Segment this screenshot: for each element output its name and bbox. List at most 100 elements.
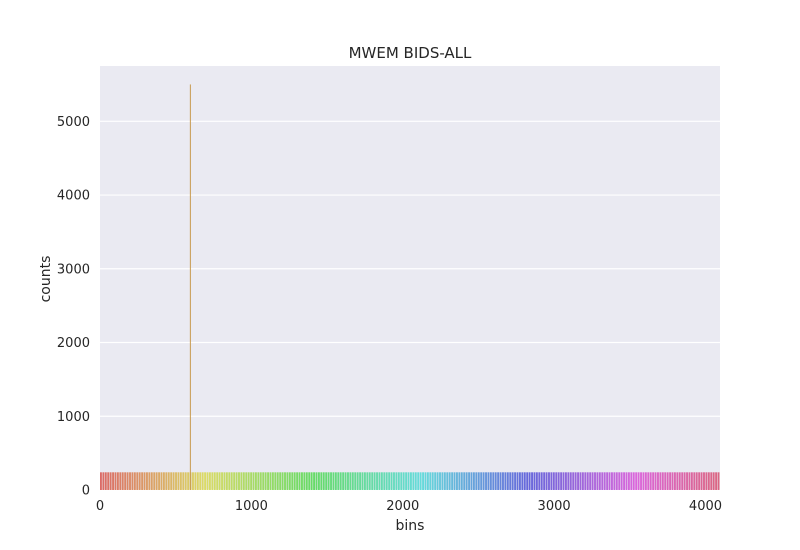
bar (155, 472, 158, 490)
bar (298, 472, 301, 490)
x-tick-label: 1000 (235, 499, 268, 514)
bar (531, 472, 533, 490)
bar (649, 472, 652, 490)
y-tick-label: 0 (82, 484, 90, 499)
bar (165, 472, 168, 490)
bar (359, 472, 362, 490)
bar (216, 472, 219, 490)
bar (472, 472, 475, 490)
bar (325, 472, 328, 490)
bar (681, 472, 684, 490)
bar (201, 472, 204, 490)
bar (208, 472, 211, 490)
bar (274, 472, 277, 490)
bar (342, 472, 345, 490)
bar (158, 472, 161, 490)
bar (296, 472, 299, 490)
bar (506, 472, 509, 490)
bar (676, 472, 679, 490)
bar (121, 472, 124, 490)
bar (577, 472, 579, 490)
bar (170, 472, 173, 490)
bar (446, 472, 449, 490)
bar (480, 472, 483, 490)
bar (603, 472, 606, 490)
bar (591, 472, 594, 490)
bar (221, 472, 223, 490)
bar (526, 472, 529, 490)
bar (330, 472, 332, 490)
bar (518, 472, 521, 490)
bar (565, 472, 567, 490)
bar (431, 472, 434, 490)
bar (458, 472, 461, 490)
bar (366, 472, 369, 490)
bar (395, 472, 398, 490)
bar (288, 472, 291, 490)
bar (194, 472, 197, 490)
bar (107, 472, 110, 490)
bar (434, 472, 437, 490)
bar (230, 472, 233, 490)
bar (417, 472, 420, 490)
bar (267, 472, 269, 490)
bar (492, 472, 495, 490)
bar (199, 472, 202, 490)
bar (148, 472, 151, 490)
bar (632, 472, 635, 490)
bar (368, 472, 371, 490)
bar (625, 472, 628, 490)
bar (686, 472, 688, 490)
bar (426, 472, 429, 490)
bar (475, 472, 478, 490)
bar (407, 472, 410, 490)
bar (245, 472, 248, 490)
bar (305, 472, 308, 490)
bar (693, 472, 696, 490)
bar (695, 472, 698, 490)
bar (104, 472, 107, 490)
bar (405, 472, 408, 490)
chart-title: MWEM BIDS-ALL (349, 44, 472, 62)
bar (184, 472, 187, 490)
bar (664, 472, 667, 490)
bar (146, 472, 148, 490)
bar (528, 472, 531, 490)
bar (509, 472, 512, 490)
bar (690, 472, 693, 490)
x-tick-label: 0 (96, 499, 104, 514)
bar (666, 472, 669, 490)
peak-bar (189, 84, 191, 490)
bar (373, 472, 376, 490)
bar (276, 472, 279, 490)
bar (162, 472, 165, 490)
x-tick-label: 3000 (538, 499, 571, 514)
bar (264, 472, 267, 490)
bar (109, 472, 112, 490)
plot-background (100, 66, 720, 490)
x-tick-label: 2000 (386, 499, 419, 514)
bar (533, 472, 536, 490)
bar (402, 472, 405, 490)
bar (511, 472, 514, 490)
bar (284, 472, 286, 490)
x-axis-ticks: 0 1000 2000 3000 4000 (96, 499, 722, 514)
bar (584, 472, 587, 490)
bar (441, 472, 444, 490)
bar (504, 472, 507, 490)
bar (538, 472, 541, 490)
bar (242, 472, 245, 490)
bar (647, 472, 650, 490)
bar (187, 472, 190, 490)
bar (463, 472, 466, 490)
bar (150, 472, 153, 490)
bar (320, 472, 323, 490)
bar (414, 472, 417, 490)
bar (615, 472, 618, 490)
bar (112, 472, 114, 490)
bar (102, 472, 105, 490)
bar (596, 472, 599, 490)
bar (601, 472, 604, 490)
bar (129, 472, 131, 490)
bar (361, 472, 364, 490)
